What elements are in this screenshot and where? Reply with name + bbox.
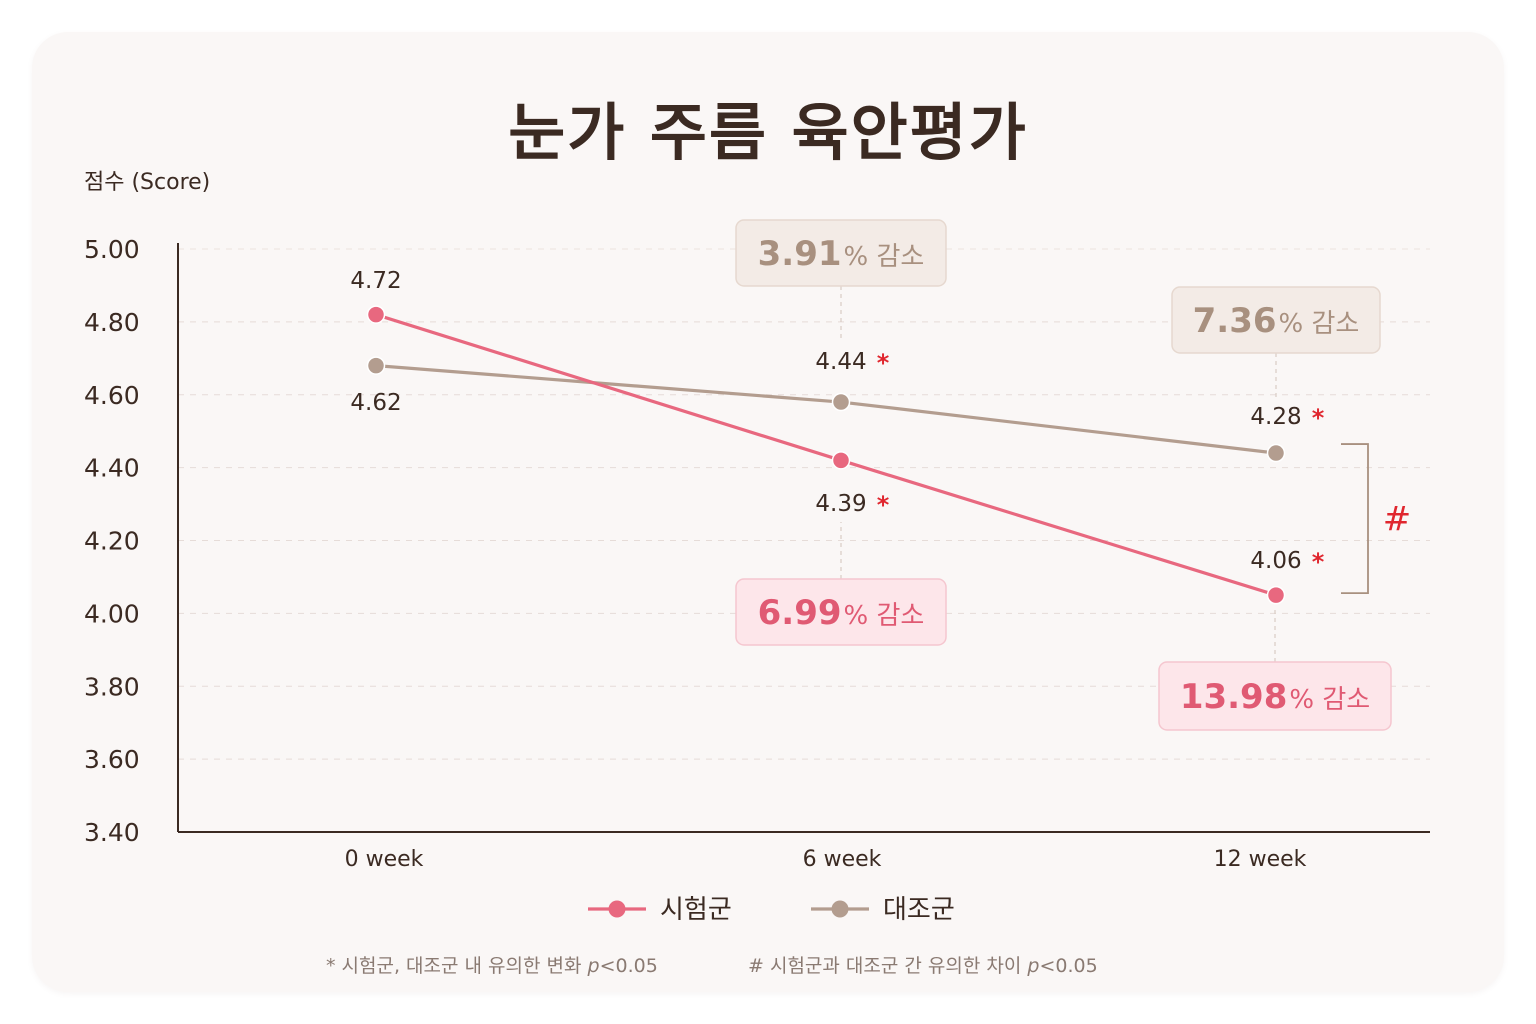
data-label-value: 4.06 [1250,548,1301,574]
data-label-value: 4.39 [815,491,866,517]
data-point [831,392,851,412]
callout-text: 3.91% 감소 [758,234,925,274]
data-label: 4.62 [350,390,401,416]
data-label: 4.28 * [1250,404,1324,432]
y-tick-label: 3.80 [84,672,140,701]
x-tick-label: 12 week [1214,847,1307,872]
axes: 5.00 4.80 4.60 4.40 4.20 4.00 3.80 3.60 3.40 0 we… [84,235,1430,872]
y-tick-label: 4.60 [84,381,140,410]
callout-percent: 3.91 [758,234,842,274]
callout-text: 13.98% 감소 [1180,677,1370,717]
callout-suffix: % 감소 [1279,309,1360,339]
footnote-between: # 시험군과 대조군 간 유의한 차이 p<0.05 [748,955,1098,977]
legend: 시험군 대조군 [588,895,955,925]
callout-box [1171,286,1381,354]
callout-text: 6.99% 감소 [758,593,925,633]
y-tick-label: 5.00 [84,235,140,264]
data-label: 4.44 * [815,349,889,377]
data-point [1266,585,1286,605]
data-label-value: 4.62 [350,390,401,416]
legend-label: 시험군 [660,895,732,925]
between-group-bracket: # [1341,443,1412,595]
legend-item: 시험군 [588,895,732,925]
callout-box [735,219,947,287]
significance-star: * [877,349,890,377]
callout-percent: 13.98 [1180,677,1288,717]
reduction-callout: 13.98% 감소 [1158,608,1392,731]
y-tick-label: 4.80 [84,308,140,337]
reduction-callout: 7.36% 감소 [1171,286,1381,400]
legend-item: 대조군 [811,895,955,925]
bracket-line [1341,443,1369,595]
y-tick-label: 3.40 [84,818,140,847]
data-label: 4.72 [350,268,401,294]
reduction-callout: 3.91% 감소 [735,219,947,342]
legend-swatch-dot [608,900,626,918]
legend-swatch-dot [831,900,849,918]
callout-percent: 7.36 [1193,301,1277,341]
data-label-value: 4.28 [1250,404,1301,430]
significance-star: * [1312,404,1325,432]
callout-box [735,578,947,646]
y-axis-label: 점수 (Score) [84,170,211,195]
callout-text: 7.36% 감소 [1193,301,1360,341]
y-tick-label: 4.20 [84,527,140,556]
callout-suffix: % 감소 [844,242,925,272]
data-point [366,356,386,375]
x-tick-label: 0 week [345,847,424,872]
data-labels: 4.72 4.39 * 4.06 * 4.62 4.44 * 4.28 * # [350,268,1412,595]
x-tick-label: 6 week [803,847,882,872]
data-label-value: 4.44 [815,349,866,375]
data-label: 4.06 * [1250,548,1324,576]
chart-title: 눈가 주름 육안평가 [508,96,1028,169]
footnotes: * 시험군, 대조군 내 유의한 변화 p<0.05 # 시험군과 대조군 간 … [326,955,1098,977]
data-label: 4.39 * [815,491,889,519]
series-lines [366,305,1286,605]
y-tick-label: 3.60 [84,745,140,774]
series-line-control [374,364,1278,455]
reduction-callout: 6.99% 감소 [735,522,947,646]
callout-percent: 6.99 [758,593,842,633]
data-point [1266,443,1286,463]
footnote-within: * 시험군, 대조군 내 유의한 변화 p<0.05 [326,955,658,977]
callout-box [1158,661,1392,731]
data-point [366,305,386,324]
y-tick-label: 4.40 [84,454,140,483]
significance-star: * [1312,548,1325,576]
significance-star: * [877,491,890,519]
callout-suffix: % 감소 [844,601,925,631]
between-group-marker: # [1383,500,1412,540]
data-label-value: 4.72 [350,268,401,294]
callout-suffix: % 감소 [1289,685,1370,715]
data-point [831,451,851,470]
y-tick-label: 4.00 [84,599,140,628]
legend-label: 대조군 [883,895,955,925]
